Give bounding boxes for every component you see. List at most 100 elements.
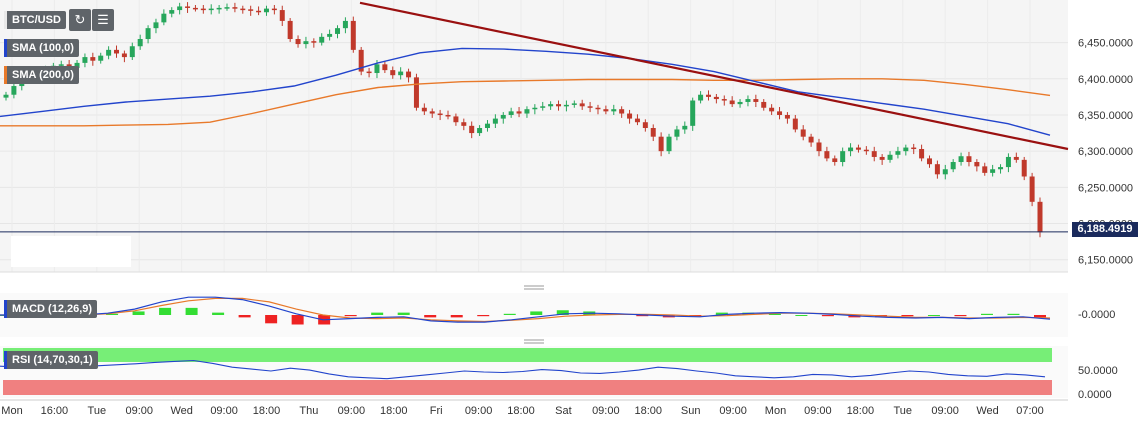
- candle-body: [816, 142, 822, 152]
- candle-body: [335, 28, 341, 34]
- candle-body: [698, 94, 704, 101]
- candle-body: [453, 116, 459, 123]
- rsi-axis-tick-50: 50.0000: [1078, 365, 1118, 377]
- time-tick-label: 18:00: [634, 405, 662, 417]
- candle-body: [477, 128, 483, 134]
- price-grid: [0, 42, 1068, 261]
- time-tick-label: Thu: [299, 405, 318, 417]
- bars-icon[interactable]: ☰: [92, 9, 114, 31]
- candle-body: [974, 162, 980, 167]
- candle-body: [753, 99, 759, 102]
- macd-histogram-bar: [424, 315, 437, 318]
- candle-body: [192, 7, 198, 10]
- candle-body: [611, 109, 617, 112]
- macd-histogram-bar: [530, 311, 543, 315]
- rsi-axis-tick-0: 0.0000: [1078, 389, 1112, 401]
- macd-histogram-bar: [954, 315, 967, 317]
- candle-body: [769, 107, 775, 112]
- time-tick-label: 09:00: [592, 405, 620, 417]
- time-tick-label: Mon: [765, 405, 786, 417]
- macd-histogram-bar: [927, 315, 940, 316]
- candle-body: [761, 101, 767, 108]
- sma100-legend[interactable]: SMA (100,0): [4, 39, 79, 57]
- candle-body: [855, 147, 861, 150]
- candle-body: [137, 39, 143, 47]
- candle-body: [200, 8, 206, 11]
- rsi-legend-text: RSI (14,70,30,1): [12, 354, 93, 366]
- resize-handle-icon[interactable]: [524, 339, 544, 344]
- macd-histogram-bar: [1007, 313, 1020, 315]
- candle-body: [784, 114, 790, 119]
- macd-histogram-bar: [132, 311, 145, 315]
- time-tick-label: 09:00: [719, 405, 747, 417]
- price-tick-label: 6,150.0000: [1078, 255, 1133, 267]
- candle-body: [516, 111, 522, 114]
- candle-body: [508, 111, 514, 115]
- candle-body: [311, 41, 317, 43]
- candle-body: [437, 113, 443, 116]
- rsi-legend[interactable]: RSI (14,70,30,1): [4, 351, 98, 369]
- candle-body: [421, 107, 427, 112]
- candle-body: [303, 41, 309, 45]
- price-tick-label: 6,450.0000: [1078, 38, 1133, 50]
- candle-body: [129, 46, 135, 58]
- candle-body: [934, 164, 940, 175]
- candle-body: [279, 10, 285, 21]
- candle-body: [248, 9, 254, 11]
- candles: [3, 2, 1043, 238]
- candle-body: [469, 125, 475, 134]
- candle-body: [808, 136, 814, 143]
- candle-body: [548, 104, 554, 107]
- macd-legend[interactable]: MACD (12,26,9): [4, 300, 98, 318]
- macd-histogram-bar: [636, 315, 649, 317]
- sma100-line: [0, 47, 1051, 136]
- time-tick-label: 09:00: [338, 405, 366, 417]
- candle-body: [74, 62, 80, 68]
- candle-body: [406, 71, 412, 78]
- candle-body: [919, 148, 925, 159]
- candle-body: [263, 8, 269, 13]
- macd-histogram-bar: [715, 312, 728, 315]
- refresh-icon[interactable]: ↻: [69, 9, 91, 31]
- candle-body: [634, 118, 640, 123]
- candle-body: [390, 70, 396, 76]
- time-tick-label: 18:00: [253, 405, 281, 417]
- macd-histogram-bar: [556, 310, 569, 315]
- macd-histogram-bar: [980, 313, 993, 315]
- resize-handle-icon[interactable]: [524, 285, 544, 290]
- candle-body: [942, 169, 948, 175]
- candle-body: [445, 114, 451, 117]
- sma200-legend[interactable]: SMA (200,0): [4, 66, 79, 84]
- candle-body: [911, 147, 917, 150]
- candle-body: [658, 136, 664, 152]
- macd-histogram-bar: [821, 315, 834, 317]
- macd-histogram-bar: [450, 315, 463, 318]
- candle-body: [627, 113, 633, 119]
- trendline[interactable]: [359, 1, 1069, 151]
- candle-body: [461, 122, 467, 126]
- candle-body: [587, 106, 593, 108]
- candle-body: [682, 125, 688, 130]
- candle-body: [650, 128, 656, 137]
- candle-body: [958, 156, 964, 163]
- candle-body: [887, 154, 893, 160]
- macd-histogram-bar: [503, 313, 516, 315]
- macd-histogram-bar: [265, 315, 278, 324]
- time-tick-label: Wed: [170, 405, 192, 417]
- price-panel: [0, 0, 1068, 272]
- macd-histogram-bar: [212, 312, 225, 315]
- time-tick-label: 09:00: [804, 405, 832, 417]
- macd-legend-text: MACD (12,26,9): [12, 303, 93, 315]
- macd-histogram-bar: [344, 315, 357, 317]
- candle-body: [398, 71, 404, 76]
- symbol-text: BTC/USD: [12, 14, 61, 26]
- candle-body: [58, 64, 64, 66]
- symbol-label[interactable]: BTC/USD: [4, 11, 66, 29]
- candle-body: [895, 151, 901, 155]
- candle-body: [208, 8, 214, 11]
- candle-body: [619, 109, 625, 114]
- macd-histogram-bar: [901, 315, 914, 317]
- price-tick-label: 6,400.0000: [1078, 74, 1133, 86]
- candle-body: [642, 122, 648, 129]
